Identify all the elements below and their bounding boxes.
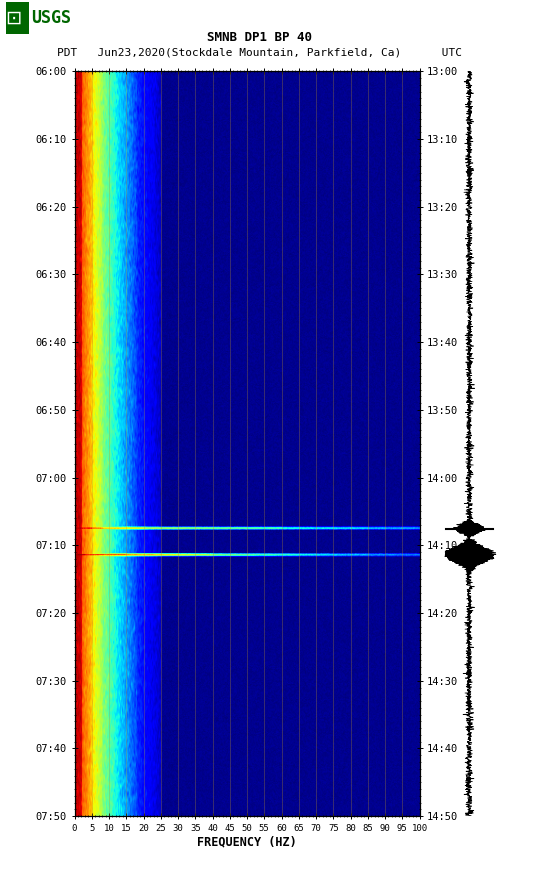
- Text: PDT   Jun23,2020(Stockdale Mountain, Parkfield, Ca)      UTC: PDT Jun23,2020(Stockdale Mountain, Parkf…: [57, 47, 462, 58]
- X-axis label: FREQUENCY (HZ): FREQUENCY (HZ): [197, 836, 297, 848]
- FancyBboxPatch shape: [6, 2, 29, 34]
- Text: ⊡: ⊡: [6, 8, 22, 28]
- Text: SMNB DP1 BP 40: SMNB DP1 BP 40: [207, 31, 312, 44]
- Text: USGS: USGS: [31, 9, 71, 27]
